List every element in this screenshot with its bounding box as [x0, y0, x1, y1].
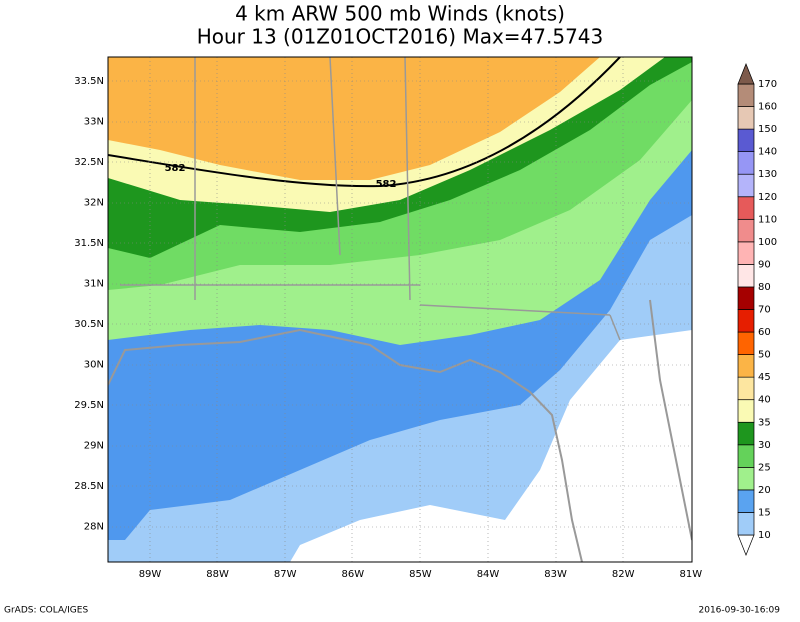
lat-label: 32.5N: [74, 157, 104, 168]
colorbar-box: [737, 151, 755, 175]
colorbar-label: 15: [758, 507, 771, 518]
colorbar-label: 60: [758, 327, 771, 338]
colorbar-label: 40: [758, 395, 771, 406]
colorbar-label: 160: [758, 102, 777, 113]
colorbar-label: 45: [758, 372, 771, 383]
height-contour: [108, 57, 621, 188]
title-line: 4 km ARW 500 mb Winds (knots): [235, 2, 565, 26]
colorbar-label: 130: [758, 169, 777, 180]
colorbar-box: [737, 399, 755, 423]
title-line: Hour 13 (01Z01OCT2016) Max=47.5743: [197, 25, 604, 49]
contour-label: 582: [376, 179, 397, 190]
lon-label: 82W: [612, 569, 635, 580]
colorbar-label: 90: [758, 259, 771, 270]
colorbar-label: 100: [758, 237, 777, 248]
colorbar-label: 140: [758, 147, 777, 158]
map-frame: [107, 56, 693, 563]
lat-lon-grid: [108, 57, 692, 562]
colorbar-end: [737, 63, 755, 85]
colorbar-box: [737, 309, 755, 333]
colorbar-label: 50: [758, 350, 771, 361]
lon-label: 88W: [206, 569, 229, 580]
colorbar-label: 70: [758, 305, 771, 316]
lat-label: 30.5N: [74, 319, 104, 330]
colorbar-box: [737, 467, 755, 491]
wind-field: [108, 57, 692, 562]
colorbar-label: 110: [758, 214, 777, 225]
colorbar-label: 150: [758, 124, 777, 135]
colorbar-box: [737, 106, 755, 130]
lat-label: 33.5N: [74, 76, 104, 87]
lon-labels: 89W 88W 87W 86W 85W 84W 83W 82W 81W: [139, 569, 703, 580]
lat-label: 29N: [84, 441, 104, 452]
colorbar-box: [737, 128, 755, 153]
colorbar-box: [737, 444, 755, 468]
lat-label: 31.5N: [74, 238, 104, 249]
colorbar-box: [737, 196, 755, 220]
state-borders: [120, 57, 621, 341]
lon-label: 85W: [409, 569, 432, 580]
colorbar-box: [737, 241, 755, 265]
colorbar-label: 20: [758, 485, 771, 496]
lat-label: 28N: [84, 522, 104, 533]
colorbar-box: [737, 376, 755, 401]
colorbar-box: [737, 512, 755, 536]
colorbar-box: [737, 421, 755, 446]
colorbar-label: 10: [758, 530, 771, 541]
colorbar-box: [737, 331, 755, 355]
lat-label: 32N: [84, 198, 104, 209]
contour-label: 582: [165, 163, 186, 174]
colorbar-label: 120: [758, 192, 777, 203]
coastline: [108, 299, 692, 562]
colorbar-end: [737, 534, 755, 556]
colorbar: 10 15 20 25 30 35 40 45 50 60 70 80 90 100 110 120 130 14…: [737, 63, 777, 556]
lat-label: 31N: [84, 279, 104, 290]
lon-label: 81W: [679, 569, 702, 580]
colorbar-box: [737, 264, 755, 288]
colorbar-box: [737, 83, 755, 107]
band-40-45: [108, 57, 600, 180]
lon-label: 87W: [274, 569, 297, 580]
lon-label: 89W: [139, 569, 162, 580]
footer-right: 2016-09-30-16:09: [699, 606, 781, 616]
colorbar-box: [737, 489, 755, 513]
lon-label: 83W: [544, 569, 567, 580]
colorbar-box: [737, 173, 755, 198]
lat-label: 30N: [84, 360, 104, 371]
lat-label: 29.5N: [74, 400, 104, 411]
colorbar-label: 30: [758, 440, 771, 451]
colorbar-box: [737, 354, 755, 378]
colorbar-label: 170: [758, 79, 777, 90]
lat-label: 33N: [84, 117, 104, 128]
footer-left: GrADS: COLA/IGES: [4, 606, 88, 616]
colorbar-box: [737, 218, 755, 243]
lat-labels: 33.5N 33N 32.5N 32N 31.5N 31N 30.5N 30N 29.5N 29N…: [74, 76, 104, 533]
colorbar-label: 35: [758, 417, 771, 428]
colorbar-label: 25: [758, 462, 771, 473]
lat-label: 28.5N: [74, 481, 104, 492]
map: 582 582 33.5N 33N 32.5N 32N 31.5N 31N 30.5N 30N…: [74, 56, 703, 580]
colorbar-box: [737, 286, 755, 310]
lon-label: 86W: [341, 569, 364, 580]
colorbar-label: 80: [758, 282, 771, 293]
lon-label: 84W: [477, 569, 500, 580]
